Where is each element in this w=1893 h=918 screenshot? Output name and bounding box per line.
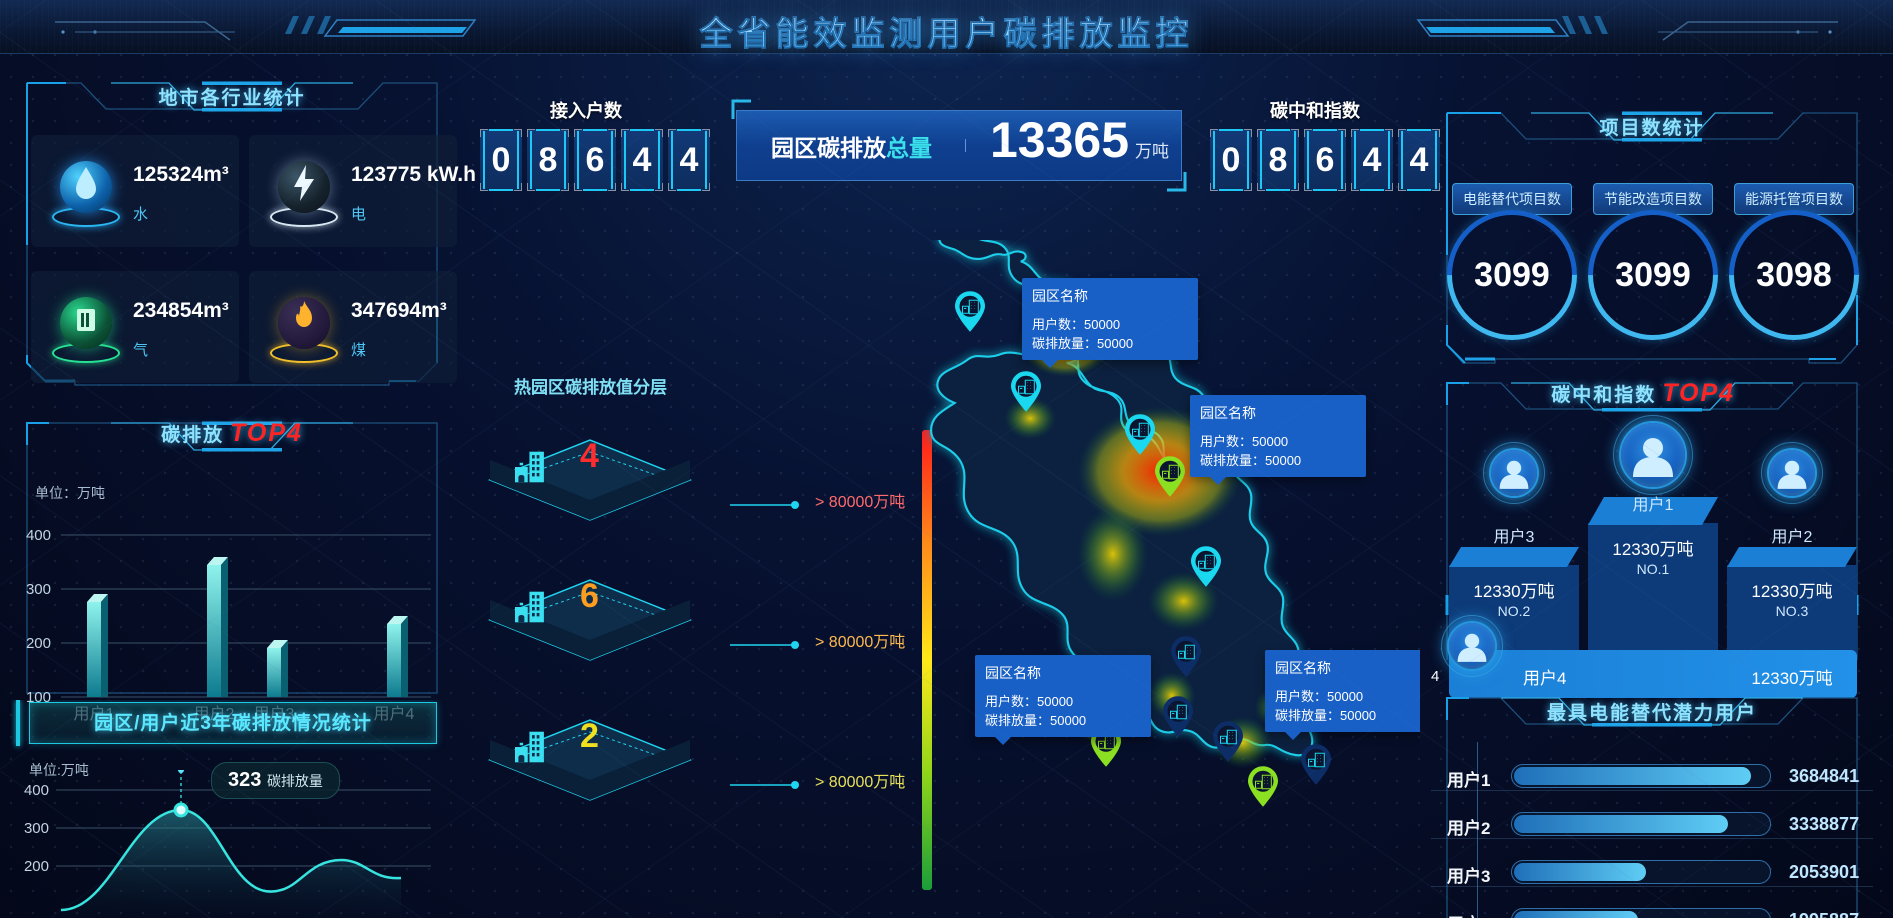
svg-text:300: 300 bbox=[24, 820, 49, 837]
svg-text:2: 2 bbox=[580, 717, 599, 755]
svg-text:200: 200 bbox=[24, 858, 49, 875]
svg-text:400: 400 bbox=[26, 527, 51, 544]
svg-text:6: 6 bbox=[580, 577, 599, 615]
svg-text:400: 400 bbox=[24, 782, 49, 799]
svg-text:300: 300 bbox=[26, 581, 51, 598]
svg-text:4: 4 bbox=[580, 437, 599, 475]
svg-text:200: 200 bbox=[26, 635, 51, 652]
